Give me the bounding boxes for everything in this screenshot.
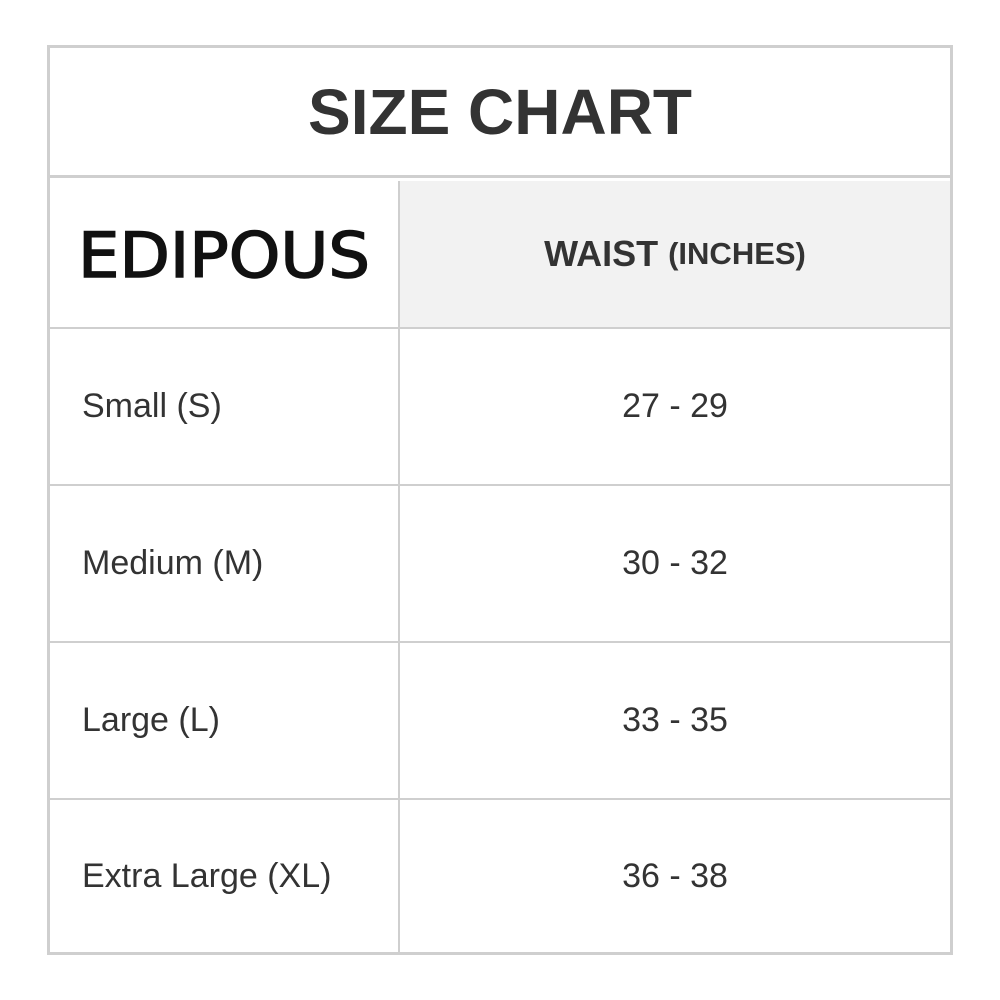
size-label: Medium (M) [50, 486, 400, 643]
size-label: Large (L) [50, 643, 400, 800]
edipous-logo-icon: EDIPOUS [78, 219, 370, 289]
unit-label: (INCHES) [668, 236, 806, 271]
brand-logo: EDIPOUS [50, 181, 400, 329]
brand-name: EDIPOUS [78, 219, 370, 289]
waist-value: 30 - 32 [400, 486, 950, 643]
waist-value: 33 - 35 [400, 643, 950, 800]
waist-column-header: WAIST (INCHES) [400, 181, 950, 329]
chart-title: SIZE CHART [50, 48, 950, 178]
size-label: Small (S) [50, 329, 400, 486]
waist-value: 36 - 38 [622, 856, 728, 895]
measure-label: WAIST [544, 233, 659, 274]
waist-value: 27 - 29 [400, 329, 950, 486]
size-chart-table: SIZE CHART EDIPOUS WAIST (INCHES) Small … [47, 45, 953, 955]
size-label: Extra Large (XL) [50, 800, 400, 952]
